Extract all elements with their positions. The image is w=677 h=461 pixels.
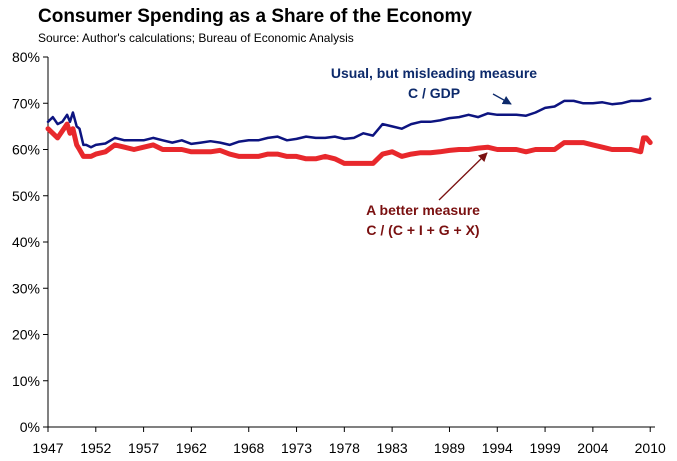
x-tick-label: 1973: [281, 440, 312, 456]
y-tick-label: 0%: [20, 419, 40, 435]
y-tick-label: 10%: [12, 373, 40, 389]
x-tick-label: 1994: [482, 440, 513, 456]
x-tick-label: 1968: [233, 440, 264, 456]
y-tick-label: 20%: [12, 327, 40, 343]
annotation-usual-line2: C / GDP: [408, 85, 460, 101]
annotation-arrow-usual: [492, 93, 512, 105]
x-tick-label: 2010: [635, 440, 666, 456]
x-tick-label: 1989: [434, 440, 465, 456]
x-tick-label: 1983: [377, 440, 408, 456]
y-tick-label: 50%: [12, 188, 40, 204]
x-tick-label: 2004: [577, 440, 608, 456]
x-tick-label: 1952: [80, 440, 111, 456]
x-tick-label: 1978: [329, 440, 360, 456]
annotation-arrow-better: [438, 152, 488, 201]
annotation-better-line2: C / (C + I + G + X): [366, 222, 479, 238]
y-tick-label: 40%: [12, 234, 40, 250]
x-tick-label: 1999: [529, 440, 560, 456]
series-line-c-gdp: [46, 97, 652, 149]
annotation-usual-line1: Usual, but misleading measure: [331, 65, 537, 81]
x-tick-label: 1957: [128, 440, 159, 456]
x-tick-label: 1962: [176, 440, 207, 456]
y-tick-label: 70%: [12, 95, 40, 111]
chart-subtitle: Source: Author's calculations; Bureau of…: [38, 31, 354, 45]
annotation-better-line1: A better measure: [366, 202, 480, 218]
y-tick-label: 60%: [12, 142, 40, 158]
x-tick-label: 1947: [32, 440, 63, 456]
series-line-better-measure: [45, 121, 653, 166]
y-tick-label: 30%: [12, 280, 40, 296]
chart-title: Consumer Spending as a Share of the Econ…: [38, 6, 472, 27]
y-tick-label: 80%: [12, 49, 40, 65]
